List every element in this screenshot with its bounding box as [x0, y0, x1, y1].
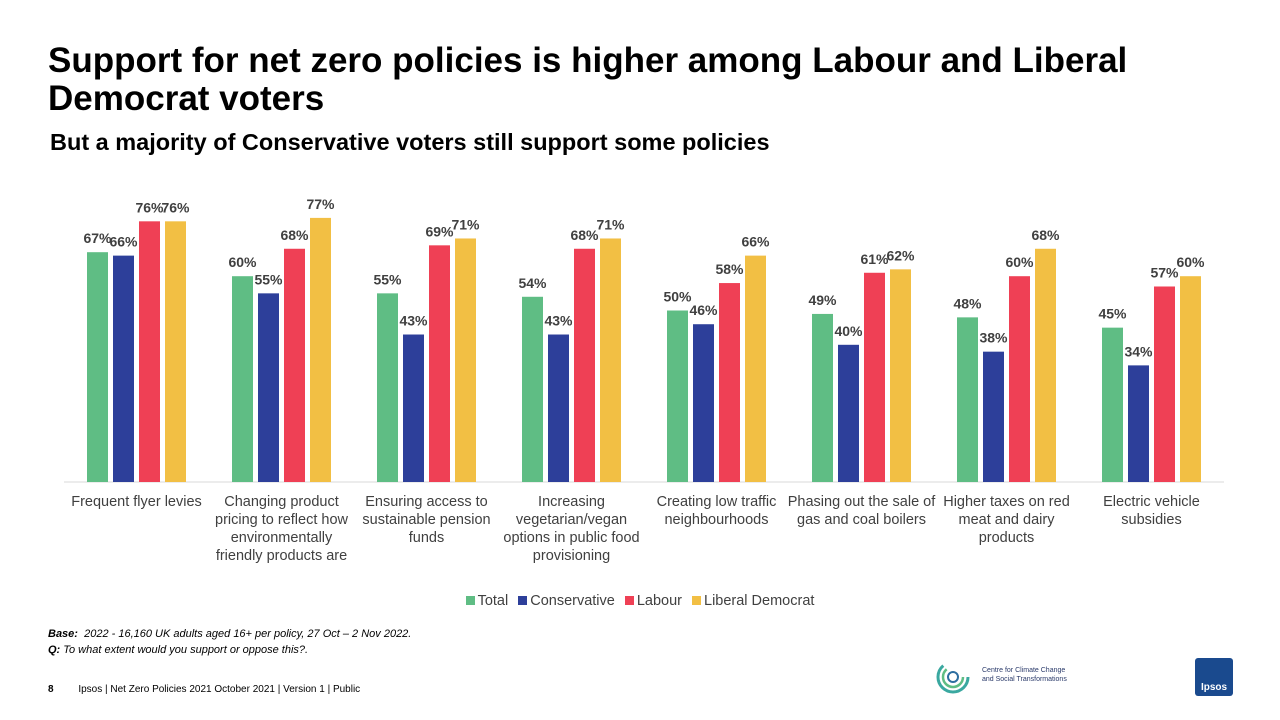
category-label: Frequent flyer levies — [71, 494, 202, 510]
data-label: 67% — [83, 230, 112, 246]
data-label: 60% — [228, 254, 257, 270]
data-label: 50% — [663, 289, 692, 305]
data-label: 62% — [886, 247, 915, 263]
ccst-circle-icon — [936, 660, 970, 694]
data-label: 71% — [596, 216, 625, 232]
legend-label: Total — [477, 593, 509, 609]
bar-conservative — [1128, 365, 1149, 482]
bar-total — [87, 252, 108, 482]
data-label: 48% — [953, 295, 982, 311]
bar-conservative — [258, 293, 279, 482]
chart-legend: Total Conservative Labour Liberal Democrat — [0, 593, 1280, 609]
ipsos-logo-text: Ipsos — [1200, 682, 1228, 693]
data-label: 40% — [834, 323, 863, 339]
bar-liberal-democrat — [310, 217, 331, 482]
category-label: Creating low traffic neighbourhoods — [656, 494, 777, 528]
data-label: 60% — [1176, 254, 1205, 270]
legend-label: Liberal Democrat — [704, 593, 815, 609]
bar-total — [667, 310, 688, 482]
bar-conservative — [693, 324, 714, 482]
data-label: 49% — [808, 292, 837, 308]
page-number: 8 — [48, 684, 54, 695]
bar-total — [377, 293, 398, 482]
bar-labour — [719, 283, 740, 482]
legend-item: Conservative — [518, 593, 615, 609]
slide-subtitle: But a majority of Conservative voters st… — [50, 129, 770, 155]
data-label: 43% — [399, 313, 428, 329]
legend-label: Labour — [636, 593, 682, 609]
category-label: Changing product pricing to reflect how … — [215, 494, 348, 564]
bar-chart: 67%66%76%76%60%55%68%77%55%43%69%71%54%4… — [64, 196, 1224, 483]
data-label: 54% — [518, 275, 547, 291]
footer-text: Ipsos | Net Zero Policies 2021 October 2… — [78, 684, 361, 695]
data-label: 68% — [1031, 227, 1060, 243]
legend-item: Total — [465, 593, 509, 609]
category-label: Increasing vegetarian/vegan options in p… — [503, 494, 640, 564]
ccst-logo: Centre for Climate Change and Social Tra… — [934, 658, 1074, 696]
bar-liberal-democrat — [1180, 276, 1201, 482]
bar-conservative — [113, 255, 134, 482]
data-label: 69% — [425, 223, 454, 239]
question-note: Q: To what extent would you support or o… — [48, 644, 309, 656]
data-label: 38% — [979, 330, 1008, 346]
bar-conservative — [983, 351, 1004, 482]
data-label: 46% — [689, 302, 718, 318]
data-label: 43% — [544, 313, 573, 329]
data-label: 34% — [1124, 343, 1153, 359]
data-label: 45% — [1098, 306, 1127, 322]
bar-total — [812, 313, 833, 482]
data-label: 68% — [280, 227, 309, 243]
category-label: Phasing out the sale of gas and coal boi… — [787, 494, 936, 528]
category-label: Electric vehicle subsidies — [1103, 494, 1200, 528]
bar-labour — [574, 248, 595, 482]
ipsos-logo: Ipsos — [1195, 658, 1233, 696]
bar-total — [957, 317, 978, 482]
ccst-logo-text: Centre for Climate Change and Social Tra… — [982, 667, 1067, 683]
bar-liberal-democrat — [455, 238, 476, 482]
legend-swatch — [692, 596, 701, 605]
bar-labour — [864, 272, 885, 482]
legend-swatch — [518, 596, 528, 605]
legend-label: Conservative — [530, 593, 615, 609]
bar-total — [1102, 327, 1123, 482]
data-label: 55% — [373, 271, 402, 287]
data-label: 77% — [306, 196, 335, 212]
data-label: 61% — [860, 251, 889, 267]
bar-liberal-democrat — [890, 269, 911, 482]
bar-total — [232, 276, 253, 482]
data-label: 76% — [135, 199, 164, 215]
category-label: Higher taxes on red meat and dairy produ… — [943, 494, 1070, 546]
bar-labour — [1154, 286, 1175, 482]
category-label: Ensuring access to sustainable pension f… — [362, 494, 491, 546]
bar-conservative — [548, 334, 569, 482]
legend-swatch — [465, 596, 475, 605]
slide-title: Support for net zero policies is higher … — [48, 41, 1128, 118]
data-label: 76% — [161, 199, 190, 215]
bar-labour — [1009, 276, 1030, 482]
bar-conservative — [838, 344, 859, 482]
data-label: 71% — [451, 216, 480, 232]
bar-conservative — [403, 334, 424, 482]
bar-liberal-democrat — [600, 238, 621, 482]
bar-total — [522, 296, 543, 482]
bar-labour — [284, 248, 305, 482]
legend-swatch — [624, 596, 634, 605]
bar-labour — [429, 245, 450, 482]
bar-labour — [139, 221, 160, 482]
legend-item: Liberal Democrat — [692, 593, 814, 609]
bar-liberal-democrat — [1035, 248, 1056, 482]
data-label: 60% — [1005, 254, 1034, 270]
data-label: 66% — [741, 234, 770, 250]
footer: 8 Ipsos | Net Zero Policies 2021 October… — [48, 684, 360, 695]
legend-item: Labour — [624, 593, 682, 609]
notes: Base: 2022 - 16,160 UK adults aged 16+ p… — [48, 626, 411, 658]
base-note: Base: 2022 - 16,160 UK adults aged 16+ p… — [48, 628, 412, 640]
data-label: 68% — [570, 227, 599, 243]
data-label: 57% — [1150, 264, 1179, 280]
data-label: 55% — [254, 271, 283, 287]
data-label: 58% — [715, 261, 744, 277]
bar-liberal-democrat — [745, 255, 766, 482]
data-label: 66% — [109, 234, 138, 250]
bar-liberal-democrat — [165, 221, 186, 482]
